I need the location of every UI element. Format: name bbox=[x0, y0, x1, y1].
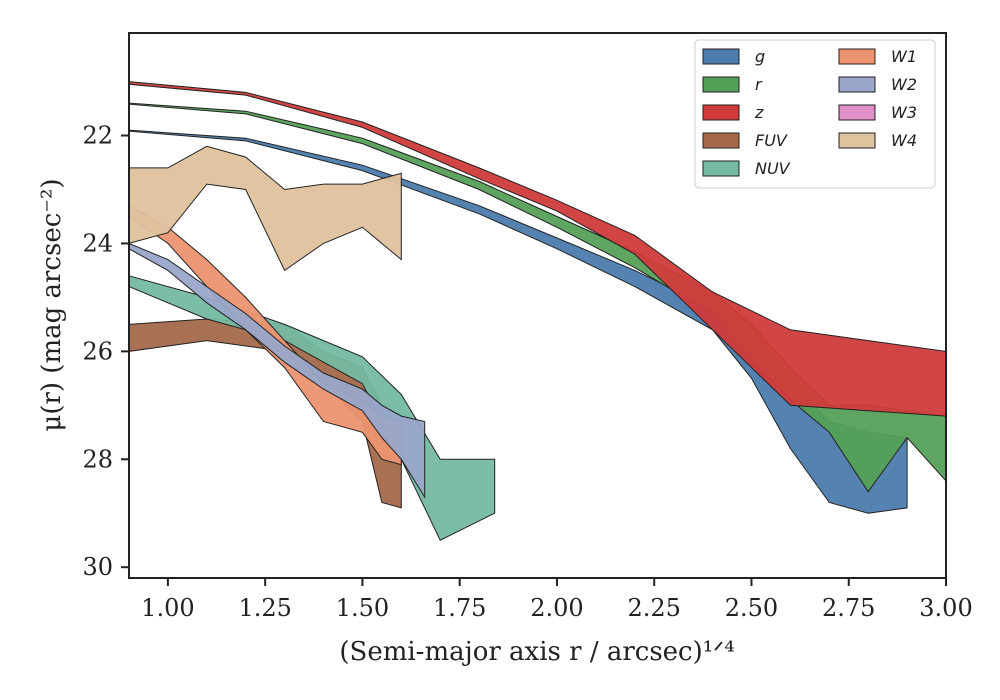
legend-label-nuv: NUV bbox=[755, 159, 791, 178]
legend-label-w4: W4 bbox=[891, 131, 917, 150]
y-tick-label: 22 bbox=[82, 122, 113, 150]
legend-label-fuv: FUV bbox=[755, 131, 788, 150]
legend-swatch-w3 bbox=[838, 104, 876, 121]
legend-swatch-g bbox=[702, 48, 740, 65]
x-tick-label: 2.50 bbox=[725, 594, 778, 622]
y-tick-label: 28 bbox=[82, 445, 113, 473]
band-w2 bbox=[128, 242, 426, 499]
legend-swatch-z bbox=[702, 104, 740, 121]
band-g bbox=[128, 129, 908, 514]
legend-label-w1: W1 bbox=[891, 47, 917, 66]
legend-label-r: r bbox=[755, 75, 763, 94]
series-bands bbox=[128, 81, 947, 541]
x-tick-label: 1.50 bbox=[336, 594, 389, 622]
y-tick-label: 26 bbox=[82, 337, 113, 365]
y-axis-ticks: 22 24 26 28 30 bbox=[82, 122, 129, 581]
legend: grz FUV NUV W1 W2 W3 W4 bbox=[694, 39, 936, 189]
legend-label-w2: W2 bbox=[891, 75, 917, 94]
x-tick-label: 2.75 bbox=[822, 594, 875, 622]
legend-swatch-w4 bbox=[838, 132, 876, 149]
x-tick-label: 1.75 bbox=[433, 594, 486, 622]
x-tick-label: 3.00 bbox=[919, 594, 972, 622]
y-axis-label: μ(r) (mag arcsec⁻²) bbox=[37, 178, 67, 431]
band-nuv bbox=[128, 275, 496, 541]
y-tick-label: 30 bbox=[82, 553, 113, 581]
band-w4 bbox=[128, 145, 402, 272]
x-tick-label: 1.25 bbox=[238, 594, 291, 622]
legend-swatch-fuv bbox=[702, 132, 740, 149]
legend-swatch-nuv bbox=[702, 160, 740, 177]
x-tick-label: 1.00 bbox=[141, 594, 194, 622]
legend-swatch-w2 bbox=[838, 76, 876, 93]
x-axis-ticks: 1.00 1.25 1.50 1.75 2.00 2.25 2.50 2.75 3.00 bbox=[141, 578, 973, 622]
x-axis-label: (Semi-major axis r / arcsec)¹ᐟ⁴ bbox=[339, 637, 734, 667]
legend-swatch-w1 bbox=[838, 48, 876, 65]
legend-label-w3: W3 bbox=[891, 103, 917, 122]
y-tick-label: 24 bbox=[82, 229, 113, 257]
legend-label-g: g bbox=[755, 47, 765, 66]
x-tick-label: 2.25 bbox=[627, 594, 680, 622]
plot-frame bbox=[128, 32, 947, 579]
legend-swatch-r bbox=[702, 76, 740, 93]
x-tick-label: 2.00 bbox=[530, 594, 583, 622]
legend-label-z: z bbox=[754, 103, 764, 122]
